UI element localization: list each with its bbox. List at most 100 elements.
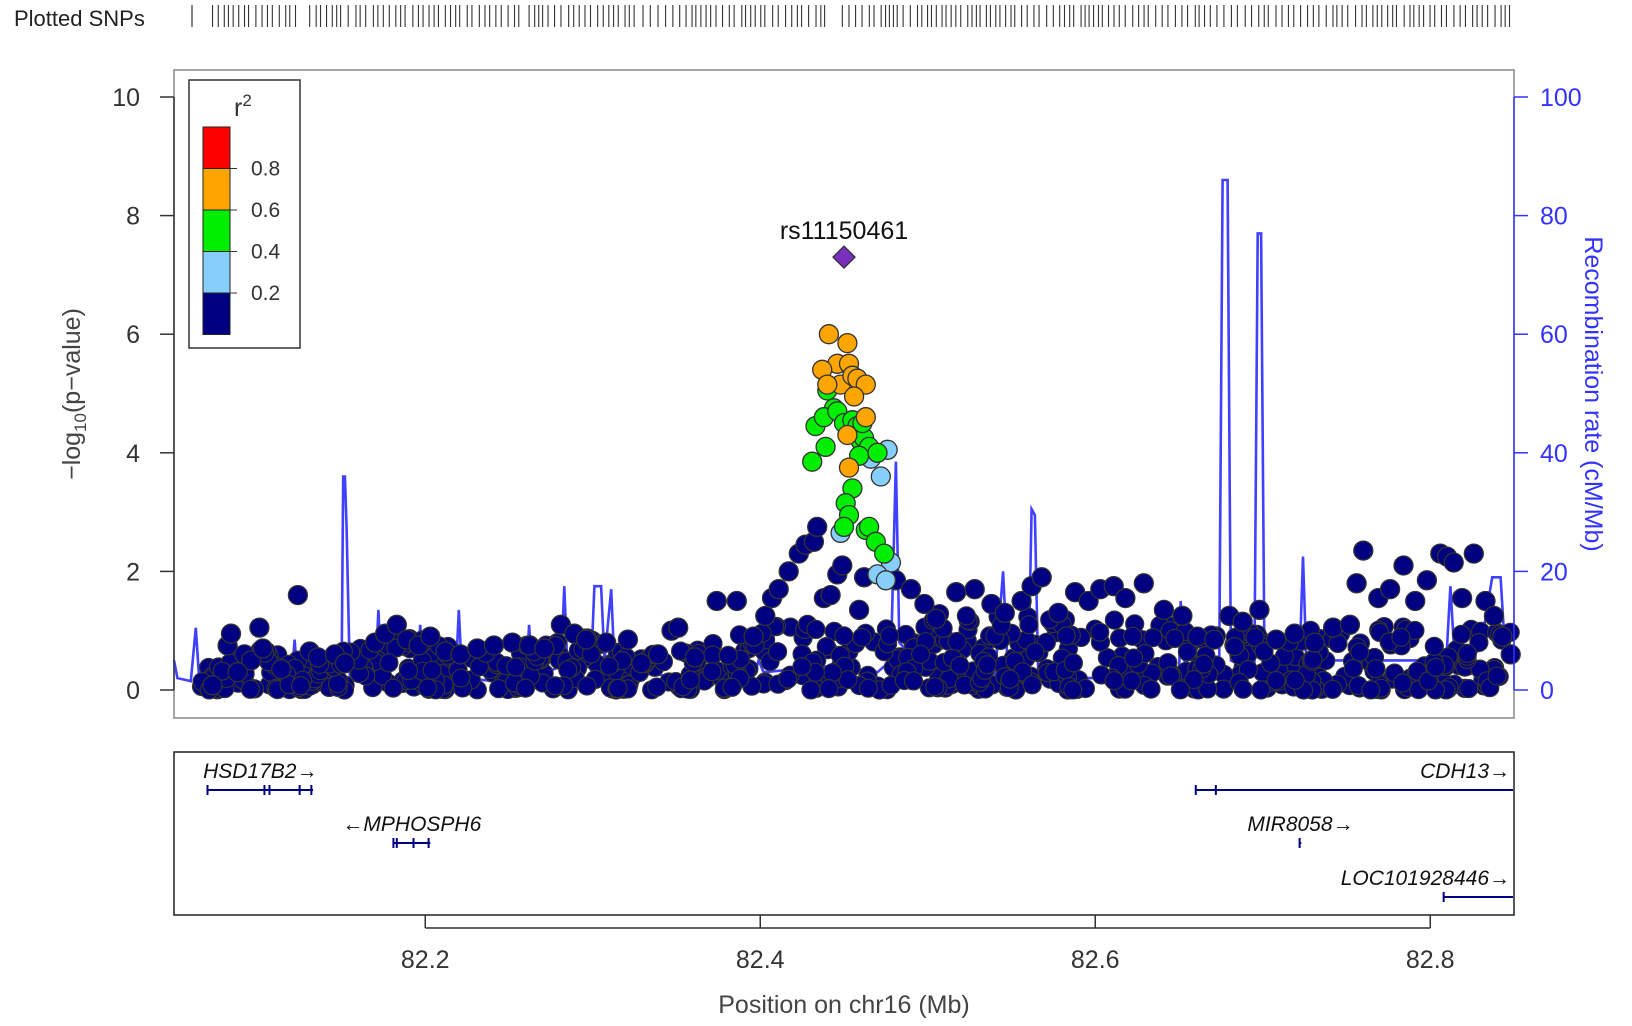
genes-layer: HSD17B2→ ←MPHOSPH6 CDH13→ MIR8058→ LOC101928…: [203, 760, 1513, 902]
snp-point-background: [1285, 670, 1305, 690]
snp-point-background: [1025, 642, 1045, 662]
y-axis-title-suffix: (p−value): [58, 308, 86, 413]
snp-point-background: [1254, 641, 1274, 662]
snp-point-background: [291, 676, 311, 696]
snp-point-background: [950, 655, 970, 676]
snp-point: [1266, 629, 1287, 650]
snp-point: [807, 516, 828, 538]
snp-point-background: [1361, 680, 1381, 700]
snp-point: [848, 599, 870, 621]
snp-point: [1048, 602, 1069, 624]
snp-point-background: [816, 636, 836, 657]
snp-point-background: [1170, 680, 1191, 700]
snp-point: [1443, 552, 1464, 573]
snp-point: [900, 579, 922, 600]
legend-title-text: r: [234, 94, 242, 122]
left-y-axis: 0 2 4 6 8 10: [112, 84, 175, 705]
snp-point-background: [1177, 642, 1198, 662]
gene-label: CDH13→: [1420, 760, 1510, 783]
snp-point: [1346, 573, 1367, 594]
snp-point: [386, 614, 407, 635]
snp-point: [768, 579, 789, 600]
snp-point: [1451, 587, 1473, 609]
snp-point-background: [834, 626, 854, 646]
snp-point-background: [647, 677, 667, 697]
legend-color-bin: [202, 251, 231, 294]
snp-point-background: [1123, 648, 1144, 668]
snp-point: [832, 555, 853, 576]
snp-point: [875, 570, 897, 591]
snp-point: [706, 590, 727, 612]
snp-point-background: [1245, 627, 1265, 647]
legend-title-superscript: 2: [242, 91, 251, 110]
x-axis-title: Position on chr16 (Mb): [718, 991, 970, 1019]
legend-color-bin: [202, 168, 231, 211]
legend-color-bin: [202, 209, 231, 252]
snp-point-background: [1366, 659, 1386, 679]
snp-point: [1172, 605, 1193, 627]
snp-point-background: [947, 631, 967, 652]
snp-point: [1379, 579, 1401, 600]
x-axis-tick-label: 82.8: [1406, 946, 1455, 974]
snp-point: [596, 632, 617, 653]
snp-point-background: [819, 678, 839, 699]
snp-point-background: [1303, 650, 1323, 670]
snp-point-background: [822, 663, 843, 683]
snp-point-background: [1194, 654, 1214, 674]
snp-point-background: [767, 642, 788, 662]
snp-point: [684, 647, 706, 668]
snp-point: [502, 632, 523, 653]
snp-point: [838, 457, 860, 478]
snp-point: [1353, 540, 1374, 561]
snp-point: [925, 608, 947, 629]
snp-point-background: [418, 678, 438, 698]
snp-point: [271, 659, 292, 680]
snp-point: [647, 644, 669, 665]
snp-point: [833, 516, 855, 538]
snp-point: [227, 662, 248, 683]
legend-color-bin: [202, 292, 231, 335]
snp-point: [1416, 570, 1438, 591]
snp-point: [802, 451, 823, 472]
snp-point: [249, 617, 270, 638]
snp-point-background: [1459, 678, 1479, 699]
snp-point: [450, 644, 471, 665]
snp-point-background: [1123, 626, 1143, 646]
snp-point: [837, 332, 858, 354]
legend-bins: 0.8 0.6 0.4 0.2: [202, 126, 281, 335]
snp-point-background: [515, 678, 536, 698]
lead-snp-label: rs11150461: [780, 217, 908, 245]
snp-point: [1463, 543, 1484, 564]
snp-point: [1492, 626, 1513, 647]
gene-label: HSD17B2→: [203, 760, 317, 783]
r2-legend: r2 0.8 0.6 0.4 0.2: [188, 79, 301, 349]
snp-point-background: [1019, 615, 1039, 635]
snp-point: [843, 386, 865, 407]
snp-point: [307, 647, 329, 668]
snp-point-background: [1451, 624, 1472, 645]
snp-point-background: [806, 619, 826, 640]
snp-point: [817, 374, 838, 395]
right-y-axis: 0 20 40 60 80 100: [1513, 84, 1582, 705]
snp-point: [1031, 567, 1052, 588]
snp-point: [1249, 599, 1270, 621]
snp-point-background: [1063, 653, 1084, 673]
snp-points-layer: [202, 324, 1521, 696]
gene-panel-frame: [173, 751, 1515, 916]
left-axis-tick-label: 0: [126, 677, 140, 705]
legend-color-bin: [202, 126, 231, 169]
snp-point: [837, 424, 858, 446]
snp-point-background: [858, 678, 878, 698]
snp-point-background: [1251, 680, 1271, 700]
snp-point-background: [1141, 679, 1161, 699]
snp-point: [617, 629, 639, 650]
snp-point: [1011, 590, 1032, 612]
snp-point-background: [327, 674, 348, 694]
snp-point-background: [1391, 627, 1411, 647]
y-axis-title-subscript: 10: [71, 413, 90, 432]
snp-point-background: [956, 606, 977, 626]
x-axis-tick-label: 82.4: [736, 946, 785, 974]
snp-point: [867, 442, 888, 463]
snp-point: [1339, 614, 1361, 635]
